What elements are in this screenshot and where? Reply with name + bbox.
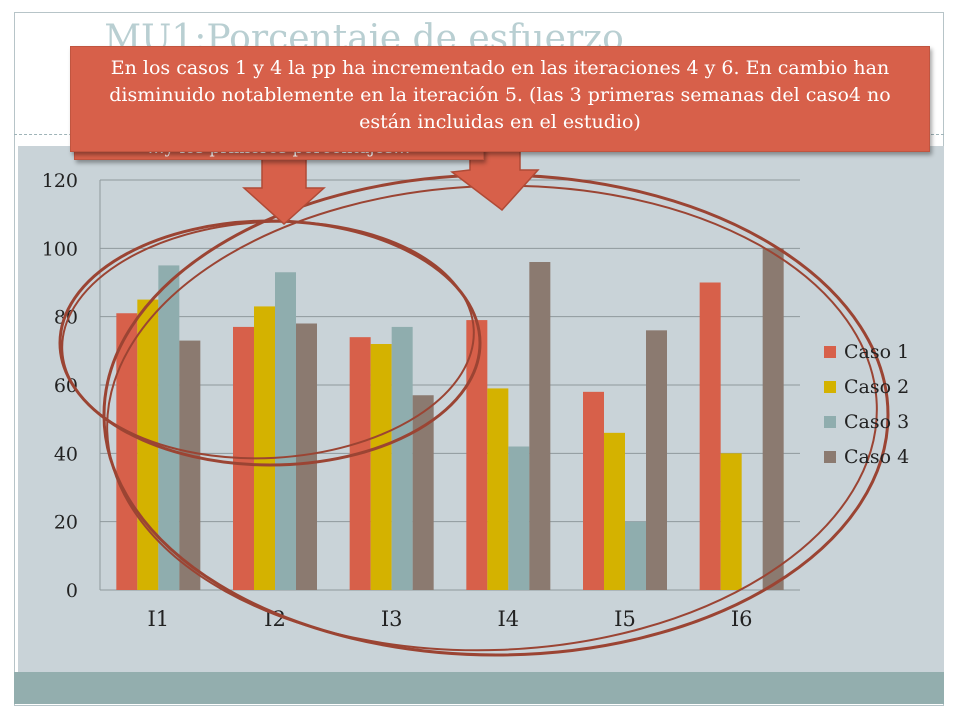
bar-caso-2-i5 [604, 432, 625, 590]
chart-bars [116, 248, 784, 591]
legend-item: Caso 2 [824, 369, 909, 404]
chart-legend: Caso 1 Caso 2 Caso 3 Caso 4 [824, 334, 909, 474]
bar-caso-3-i1 [158, 265, 180, 590]
callout-main: En los casos 1 y 4 la pp ha incrementado… [70, 46, 930, 152]
bar-caso-4-i4 [529, 262, 551, 590]
bar-caso-3-i2 [275, 272, 296, 590]
legend-item: Caso 4 [824, 439, 909, 474]
bar-caso-2-i6 [720, 453, 742, 590]
bar-caso-3-i3 [391, 326, 413, 590]
bar-caso-2-i3 [370, 344, 392, 590]
y-tick-label: 40 [54, 443, 78, 465]
bar-caso-4-i1 [179, 340, 201, 590]
x-tick-label: I6 [731, 607, 753, 631]
bar-caso-2-i4 [487, 388, 509, 590]
x-tick-label: I4 [498, 607, 520, 631]
arrow-right [450, 149, 540, 212]
annotation-shapes [58, 149, 890, 657]
bar-caso-1-i4 [466, 320, 488, 590]
x-axis-ticks: I1 I2 I3 I4 I5 I6 [148, 607, 753, 631]
bar-caso-3-i5 [625, 521, 646, 590]
bar-caso-4-i5 [646, 330, 667, 590]
legend-swatch [824, 380, 836, 393]
bar-caso-2-i2 [254, 306, 275, 590]
legend-swatch [824, 415, 836, 428]
legend-item: Caso 1 [824, 334, 909, 369]
legend-label: Caso 2 [844, 375, 910, 398]
bar-caso-4-i3 [412, 395, 434, 590]
legend-label: Caso 4 [844, 445, 910, 468]
y-tick-label: 0 [66, 580, 78, 602]
bar-caso-4-i6 [762, 248, 784, 591]
chart-gridlines [99, 179, 800, 591]
legend-swatch [824, 345, 836, 358]
x-tick-label: I1 [148, 607, 170, 631]
bar-caso-3-i4 [508, 446, 530, 590]
x-tick-label: I5 [614, 607, 636, 631]
legend-item: Caso 3 [824, 404, 909, 439]
bar-caso-4-i2 [296, 323, 317, 590]
y-tick-label: 60 [54, 375, 78, 397]
y-tick-label: 20 [54, 512, 78, 534]
legend-label: Caso 3 [844, 410, 910, 433]
arrow-left [242, 149, 326, 226]
x-tick-label: I3 [381, 607, 403, 631]
bar-caso-1-i3 [349, 337, 371, 590]
y-tick-label: 100 [42, 238, 78, 260]
legend-label: Caso 1 [844, 340, 910, 363]
footer-band [14, 672, 944, 704]
y-tick-label: 120 [42, 170, 78, 192]
bar-caso-1-i1 [116, 313, 138, 590]
bar-caso-1-i6 [699, 282, 721, 590]
legend-swatch [824, 450, 836, 463]
bar-caso-1-i5 [583, 391, 604, 590]
